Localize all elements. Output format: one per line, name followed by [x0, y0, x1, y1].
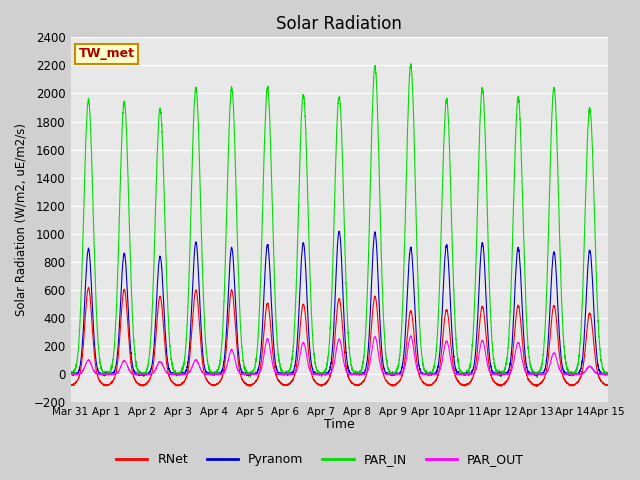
- Line: PAR_OUT: PAR_OUT: [70, 336, 640, 375]
- PAR_OUT: [515, 340, 522, 346]
- Pyranom: [335, 228, 343, 234]
- PAR_OUT: [407, 333, 415, 339]
- Legend: RNet, Pyranom, PAR_IN, PAR_OUT: RNet, Pyranom, PAR_IN, PAR_OUT: [111, 448, 529, 471]
- PAR_IN: [543, 288, 550, 294]
- Pyranom: [557, 357, 565, 363]
- Text: TW_met: TW_met: [79, 48, 134, 60]
- RNet: [557, 367, 565, 373]
- Y-axis label: Solar Radiation (W/m2, uE/m2/s): Solar Radiation (W/m2, uE/m2/s): [15, 123, 28, 316]
- PAR_OUT: [378, 369, 386, 375]
- PAR_IN: [515, 95, 522, 101]
- PAR_IN: [410, 102, 417, 108]
- PAR_OUT: [543, 370, 550, 375]
- Pyranom: [543, 356, 550, 362]
- PAR_IN: [186, 265, 193, 271]
- PAR_IN: [557, 292, 565, 298]
- PAR_IN: [67, 369, 74, 375]
- Pyranom: [186, 347, 193, 352]
- RNet: [410, 322, 417, 328]
- PAR_OUT: [410, 343, 417, 348]
- RNet: [543, 366, 550, 372]
- X-axis label: Time: Time: [324, 419, 355, 432]
- PAR_OUT: [533, 372, 541, 378]
- Line: RNet: RNet: [70, 287, 640, 386]
- Pyranom: [515, 245, 522, 251]
- RNet: [186, 357, 193, 363]
- RNet: [533, 384, 541, 389]
- PAR_OUT: [67, 371, 74, 377]
- Pyranom: [379, 357, 387, 362]
- RNet: [515, 303, 522, 309]
- Title: Solar Radiation: Solar Radiation: [276, 15, 402, 33]
- PAR_IN: [533, 375, 541, 381]
- PAR_IN: [378, 287, 386, 293]
- PAR_OUT: [557, 370, 565, 375]
- Pyranom: [67, 370, 74, 376]
- RNet: [67, 382, 74, 387]
- Pyranom: [533, 373, 541, 379]
- PAR_IN: [407, 61, 415, 67]
- RNet: [379, 367, 387, 373]
- Line: Pyranom: Pyranom: [70, 231, 640, 376]
- PAR_OUT: [186, 370, 193, 375]
- RNet: [84, 284, 92, 290]
- Pyranom: [410, 271, 417, 277]
- Line: PAR_IN: PAR_IN: [70, 64, 640, 378]
